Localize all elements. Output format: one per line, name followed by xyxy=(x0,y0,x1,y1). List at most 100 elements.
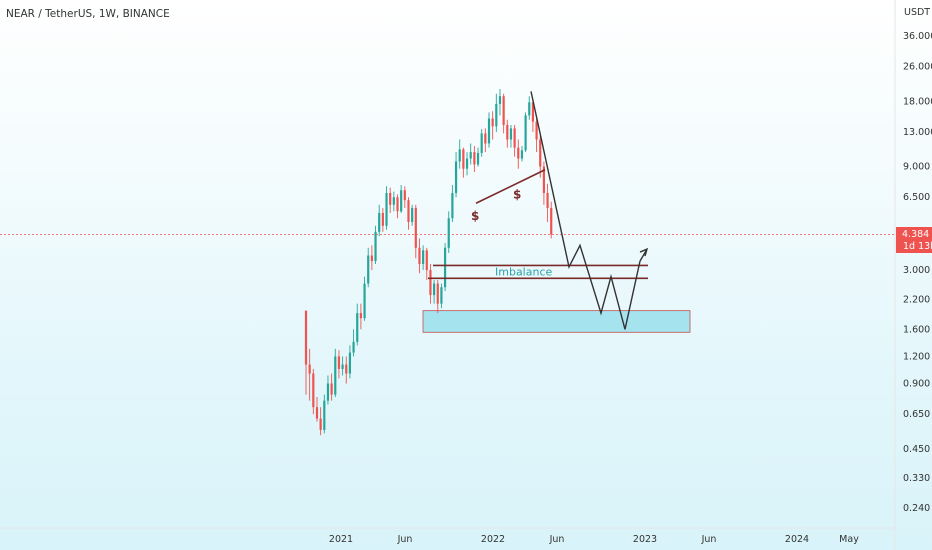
candle-body xyxy=(451,192,454,219)
dollar-mark: $ xyxy=(513,188,521,202)
candle-body xyxy=(385,192,388,226)
candle-body xyxy=(334,356,337,395)
x-tick-label: 2024 xyxy=(785,534,809,545)
candle-body xyxy=(480,133,483,153)
price-countdown: 1d 13h xyxy=(903,241,932,252)
candle-body xyxy=(487,118,491,144)
x-tick-label: Jun xyxy=(701,534,717,545)
plot-area: Imbalance $ $ xyxy=(0,89,895,436)
candle-body xyxy=(312,373,315,408)
candle-body xyxy=(425,250,428,271)
y-tick-label: 13.000 xyxy=(903,127,932,138)
candle-body xyxy=(440,287,443,304)
candle-body xyxy=(422,250,425,264)
candle-body xyxy=(502,96,505,125)
x-tick-label: Jun xyxy=(549,534,565,545)
candle-body xyxy=(513,128,516,148)
projected-path-tip xyxy=(639,248,648,262)
candle-body xyxy=(520,150,524,159)
candle-body xyxy=(396,197,399,212)
candle-body xyxy=(498,96,502,104)
y-tick-label: 18.000 xyxy=(903,96,932,107)
candle-body xyxy=(392,197,395,205)
candle-body xyxy=(539,139,542,167)
candle-body xyxy=(359,313,362,319)
y-tick-label: 0.900 xyxy=(903,378,930,389)
candle-body xyxy=(403,190,406,201)
y-tick-label: 3.000 xyxy=(903,265,930,276)
y-tick-label: 0.650 xyxy=(903,409,930,420)
candle-body xyxy=(436,283,439,304)
candle-body xyxy=(389,192,392,205)
candle-body xyxy=(524,115,527,151)
candle-body xyxy=(517,147,520,159)
y-tick-label: 1.200 xyxy=(903,351,930,362)
candle-body xyxy=(535,121,538,140)
candle-body xyxy=(528,102,531,116)
x-tick-label: 2023 xyxy=(633,534,657,545)
candle-body xyxy=(454,161,458,193)
candle-body xyxy=(319,418,322,430)
candle-body xyxy=(491,118,494,127)
candle-body xyxy=(418,247,421,264)
candle-body xyxy=(506,124,509,140)
candle-body xyxy=(337,356,341,369)
candle-body xyxy=(476,152,480,165)
candle-body xyxy=(433,283,436,296)
candle-body xyxy=(550,207,553,235)
projected-path xyxy=(530,91,641,330)
x-tick-label: 2022 xyxy=(481,534,505,545)
candle-body xyxy=(473,152,476,165)
x-tick-label: May xyxy=(839,534,859,545)
y-axis-ticks: 36.000 26.000 18.000 13.000 9.000 6.500 3.000 2… xyxy=(903,31,932,514)
candle-body xyxy=(348,352,352,374)
candle-body xyxy=(341,364,344,369)
y-tick-label: 9.000 xyxy=(903,162,930,173)
candle-body xyxy=(315,407,319,419)
candle-body xyxy=(374,231,377,262)
x-tick-label: Jun xyxy=(397,534,413,545)
candle-body xyxy=(370,255,373,262)
candle-body xyxy=(356,313,359,342)
candle-body xyxy=(546,192,549,208)
candle-body xyxy=(414,207,417,248)
candle-body xyxy=(407,200,410,222)
candle-body xyxy=(411,207,414,222)
candle-body xyxy=(367,255,370,284)
candle-body xyxy=(352,341,355,353)
y-tick-label: 0.450 xyxy=(903,444,930,455)
candle-body xyxy=(400,190,403,212)
candle-body xyxy=(308,364,311,374)
candle-body xyxy=(443,247,447,288)
trend-line xyxy=(475,169,546,204)
candle-body xyxy=(330,383,333,395)
candle-body xyxy=(469,152,472,159)
candle-body xyxy=(509,128,513,140)
demand-zone-box xyxy=(422,310,691,333)
candle-body xyxy=(378,212,381,232)
candle-body xyxy=(462,149,465,169)
x-axis-ticks: 2021 Jun 2022 Jun 2023 Jun 2024 May xyxy=(329,534,859,545)
candle-body xyxy=(363,283,366,319)
candle-body xyxy=(381,212,384,226)
candle-body xyxy=(345,364,348,374)
last-price-tag: 4.384 1d 13h xyxy=(896,227,932,253)
candle-body xyxy=(465,158,469,169)
y-tick-label: 6.500 xyxy=(903,192,930,203)
candle-body xyxy=(429,270,432,296)
chart-title: NEAR / TetherUS, 1W, BINANCE xyxy=(6,8,170,20)
candle-body xyxy=(326,383,330,401)
x-tick-label: 2021 xyxy=(329,534,353,545)
y-tick-label: 36.000 xyxy=(903,31,932,42)
candle-body xyxy=(484,133,487,144)
imbalance-label: Imbalance xyxy=(495,266,552,279)
candle-body xyxy=(495,103,498,127)
last-price-value: 4.384 xyxy=(902,229,929,240)
y-tick-label: 0.240 xyxy=(903,503,930,514)
y-tick-label: 1.600 xyxy=(903,324,930,335)
candle-body xyxy=(542,166,545,193)
y-tick-label: 0.330 xyxy=(903,473,930,484)
price-tag-box xyxy=(896,227,932,253)
